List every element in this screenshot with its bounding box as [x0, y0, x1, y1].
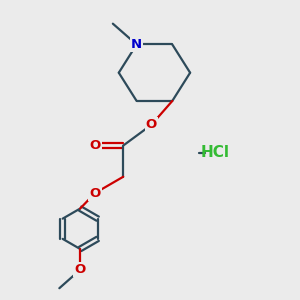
- Text: HCl: HCl: [201, 146, 230, 160]
- Text: O: O: [89, 139, 100, 152]
- Text: O: O: [89, 187, 100, 200]
- Text: N: N: [131, 38, 142, 51]
- Text: O: O: [74, 263, 86, 276]
- Text: O: O: [146, 118, 157, 131]
